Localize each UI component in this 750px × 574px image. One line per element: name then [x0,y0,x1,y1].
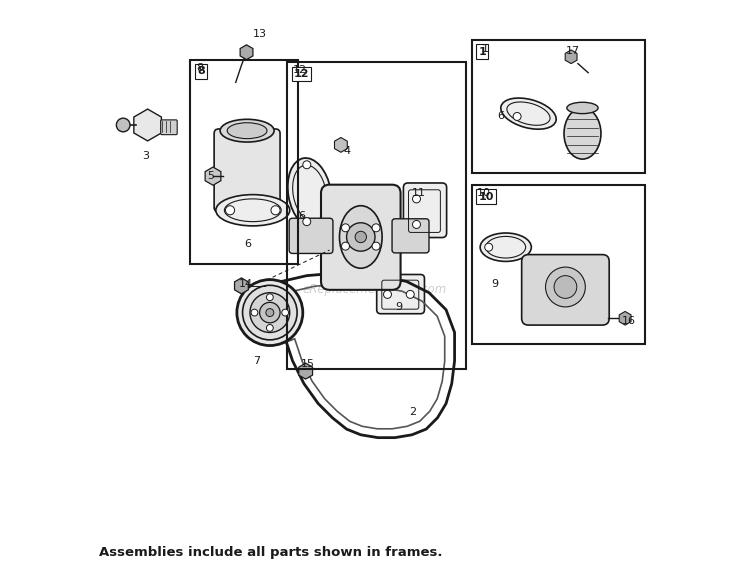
Text: 15: 15 [301,359,315,369]
Ellipse shape [501,98,556,129]
Circle shape [250,293,290,332]
Text: 8: 8 [197,67,205,76]
Circle shape [413,195,421,203]
Circle shape [341,224,350,232]
Ellipse shape [220,119,274,142]
Circle shape [513,113,521,121]
Text: 5: 5 [207,171,214,181]
Ellipse shape [216,195,290,226]
Text: eReplacementParts.com: eReplacementParts.com [303,284,447,296]
Circle shape [266,294,273,301]
Text: 3: 3 [142,152,149,161]
FancyBboxPatch shape [160,120,177,135]
Circle shape [260,302,280,323]
Text: 14: 14 [238,279,253,289]
Circle shape [372,224,380,232]
Ellipse shape [480,233,531,261]
Text: 9: 9 [395,302,402,312]
Text: 4: 4 [344,146,351,156]
Ellipse shape [554,276,577,298]
Text: 1: 1 [478,46,486,57]
Text: 6: 6 [497,111,504,122]
Circle shape [266,309,274,316]
Circle shape [303,161,310,169]
Bar [472,185,645,344]
Circle shape [116,118,130,132]
Circle shape [383,290,392,298]
Text: 17: 17 [566,46,580,56]
Ellipse shape [288,158,332,228]
Circle shape [346,223,375,251]
Circle shape [372,242,380,250]
Ellipse shape [545,267,585,307]
FancyBboxPatch shape [214,129,280,212]
FancyBboxPatch shape [522,255,609,325]
Text: 8: 8 [196,63,203,73]
Circle shape [226,205,235,215]
Text: 2: 2 [409,407,416,417]
Circle shape [406,290,414,298]
FancyBboxPatch shape [321,185,400,290]
FancyBboxPatch shape [392,219,429,253]
Text: 6: 6 [244,239,251,249]
Text: 12: 12 [292,65,307,75]
Text: 6: 6 [298,211,305,221]
Circle shape [355,231,367,243]
FancyBboxPatch shape [404,183,446,238]
FancyBboxPatch shape [376,274,424,314]
Ellipse shape [340,205,382,268]
Ellipse shape [567,102,598,114]
Text: 7: 7 [253,356,260,366]
Circle shape [303,218,310,226]
Circle shape [282,309,289,316]
Bar [472,40,645,173]
Circle shape [484,243,493,251]
Text: 1: 1 [482,44,489,55]
Circle shape [271,205,280,215]
Circle shape [413,220,421,228]
Bar [287,63,466,370]
Text: 10: 10 [478,192,494,201]
Circle shape [237,280,303,346]
Text: 11: 11 [412,188,426,198]
Bar [190,60,298,264]
Text: 10: 10 [477,188,491,198]
Circle shape [242,285,297,340]
Ellipse shape [227,123,267,139]
Circle shape [341,242,350,250]
Text: 12: 12 [294,69,309,79]
Circle shape [266,324,273,331]
Ellipse shape [564,108,601,159]
Text: 9: 9 [491,279,499,289]
FancyBboxPatch shape [290,218,333,254]
Text: 16: 16 [622,316,636,326]
Text: 13: 13 [253,29,267,39]
Text: Assemblies include all parts shown in frames.: Assemblies include all parts shown in fr… [99,546,442,559]
Circle shape [251,309,258,316]
